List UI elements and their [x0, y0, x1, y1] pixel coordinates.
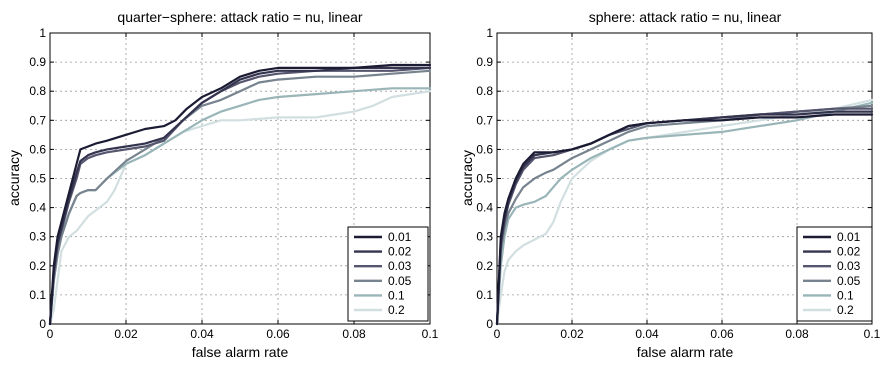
- x-tick-label: 0.06: [710, 327, 734, 341]
- chart-sphere: sphere: attack ratio = nu, linear 0 0.02…: [459, 9, 881, 360]
- series-line-0-05: [48, 69, 432, 326]
- y-tick-labels: 0 0.1 0.2 0.3 0.4 0.5 0.6 0.7 0.8 0.9 1: [29, 26, 46, 331]
- legend-label: 0.1: [837, 288, 854, 302]
- legend: 0.01 0.02 0.03 0.05 0.1 0.2: [796, 226, 873, 322]
- series-line-0-01: [495, 113, 874, 326]
- legend-label: 0.03: [388, 259, 412, 273]
- x-tick-labels: 0 0.02 0.04 0.06 0.08 0.1: [47, 327, 439, 341]
- y-tick-label: 0: [486, 317, 493, 331]
- legend-box: [347, 226, 429, 322]
- y-tick-label: 0.6: [29, 142, 46, 156]
- x-tick-label: 0.04: [635, 327, 659, 341]
- y-tick-label: 0.2: [476, 259, 493, 273]
- legend: 0.01 0.02 0.03 0.05 0.1 0.2: [347, 226, 429, 322]
- legend-entry: 0.1: [354, 288, 405, 302]
- y-tick-label: 0.6: [476, 142, 493, 156]
- series-lines: [48, 63, 432, 326]
- y-tick-label: 0.3: [476, 230, 493, 244]
- legend-entry: 0.05: [803, 274, 861, 288]
- series-line-0-2: [495, 98, 874, 326]
- y-tick-label: 0.4: [476, 201, 493, 215]
- legend-label: 0.2: [388, 303, 405, 317]
- y-tick-label: 0.5: [29, 172, 46, 186]
- legend-entry: 0.02: [354, 245, 412, 259]
- x-tick-label: 0.04: [190, 327, 214, 341]
- y-tick-label: 0.4: [29, 201, 46, 215]
- y-tick-label: 0.3: [29, 230, 46, 244]
- legend-entry: 0.2: [354, 303, 405, 317]
- legend-entries: 0.01 0.02 0.03 0.05 0.1 0.2: [354, 230, 412, 317]
- series-line-0-02: [48, 66, 432, 326]
- y-tick-label: 0.9: [476, 55, 493, 69]
- y-tick-label: 0.8: [476, 84, 493, 98]
- y-tick-label: 0.1: [29, 288, 46, 302]
- y-tick-label: 0: [39, 317, 46, 331]
- x-axis-label: false alarm rate: [637, 344, 734, 360]
- legend-label: 0.1: [388, 288, 405, 302]
- chart-title: quarter−sphere: attack ratio = nu, linea…: [117, 9, 362, 25]
- legend-label: 0.05: [388, 274, 412, 288]
- chart-quarter-sphere: quarter−sphere: attack ratio = nu, linea…: [6, 9, 439, 360]
- x-tick-label: 0.08: [342, 327, 366, 341]
- legend-entry: 0.1: [803, 288, 854, 302]
- x-tick-label: 0.02: [560, 327, 584, 341]
- legend-label: 0.05: [837, 274, 861, 288]
- y-axis-label: accuracy: [459, 150, 475, 206]
- series-line-0-1: [495, 101, 874, 326]
- legend-box: [796, 226, 873, 322]
- legend-label: 0.03: [837, 259, 861, 273]
- legend-label: 0.02: [837, 245, 861, 259]
- legend-label: 0.01: [388, 230, 412, 244]
- y-tick-label: 0.8: [29, 84, 46, 98]
- y-tick-label: 0.2: [29, 259, 46, 273]
- y-tick-label: 0.5: [476, 172, 493, 186]
- x-tick-label: 0.1: [864, 327, 881, 341]
- legend-entry: 0.2: [803, 303, 854, 317]
- series-lines: [495, 98, 874, 326]
- legend-label: 0.01: [837, 230, 861, 244]
- legend-entry: 0.03: [803, 259, 861, 273]
- x-tick-label: 0: [47, 327, 54, 341]
- legend-entry: 0.01: [354, 230, 412, 244]
- y-axis-label: accuracy: [6, 150, 22, 206]
- legend-entry: 0.05: [354, 274, 412, 288]
- legend-entry: 0.03: [354, 259, 412, 273]
- x-tick-labels: 0 0.02 0.04 0.06 0.08 0.1: [494, 327, 881, 341]
- legend-entries: 0.01 0.02 0.03 0.05 0.1 0.2: [803, 230, 861, 317]
- legend-entry: 0.02: [803, 245, 861, 259]
- y-tick-label: 0.1: [476, 288, 493, 302]
- y-tick-label: 1: [39, 26, 46, 40]
- x-tick-label: 0.1: [422, 327, 439, 341]
- legend-label: 0.2: [837, 303, 854, 317]
- legend-entry: 0.01: [803, 230, 861, 244]
- legend-label: 0.02: [388, 245, 412, 259]
- series-line-0-01: [48, 63, 432, 326]
- y-tick-label: 0.7: [476, 113, 493, 127]
- x-tick-label: 0: [494, 327, 501, 341]
- y-tick-label: 1: [486, 26, 493, 40]
- x-tick-label: 0.06: [266, 327, 290, 341]
- x-tick-label: 0.02: [114, 327, 138, 341]
- x-tick-label: 0.08: [785, 327, 809, 341]
- y-tick-label: 0.7: [29, 113, 46, 127]
- y-tick-label: 0.9: [29, 55, 46, 69]
- y-tick-labels: 0 0.1 0.2 0.3 0.4 0.5 0.6 0.7 0.8 0.9 1: [476, 26, 493, 331]
- chart-title: sphere: attack ratio = nu, linear: [589, 9, 782, 25]
- x-axis-label: false alarm rate: [192, 344, 289, 360]
